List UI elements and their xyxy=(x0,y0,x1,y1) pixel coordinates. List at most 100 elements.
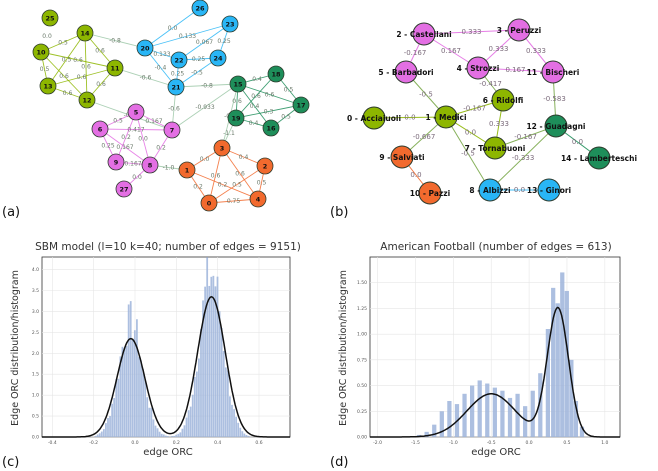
graph-b-edge-label: -0.417 xyxy=(479,80,502,88)
graph-b-edge-castellani-peruzzi xyxy=(423,29,520,35)
graph-a-node-label: 22 xyxy=(174,57,183,65)
chart-c-histogram-bar xyxy=(243,433,246,437)
graph-a-node-circle xyxy=(292,96,310,114)
graph-b-node-circle xyxy=(412,22,436,46)
chart-d-histogram-bar xyxy=(515,393,520,437)
chart-c-xlabel: edge ORC xyxy=(143,447,193,458)
panel-d-label: (d) xyxy=(330,455,348,470)
graph-a-node-label: 12 xyxy=(82,97,91,105)
chart-d-ytick-label: 1.50 xyxy=(357,280,367,286)
graph-a-node-18: 18 xyxy=(267,65,285,83)
graph-b-node-salviati: 9 - Salviati xyxy=(379,145,425,169)
graph-a-node-circle xyxy=(141,156,159,174)
graph-b-node-ginori: 13 - Ginori xyxy=(527,178,571,202)
chart-c-histogram-bar xyxy=(125,345,128,437)
chart-d-histogram-bar xyxy=(538,373,543,437)
graph-a-node-circle xyxy=(91,120,109,138)
graph-b-edge-label: -0.5 xyxy=(419,91,433,99)
graph-a-node-12: 12 xyxy=(78,91,96,109)
chart-d-xtick-label: 0.0 xyxy=(526,440,533,446)
chart-c-histogram-bar xyxy=(224,367,227,437)
graph-a-edge-14-20 xyxy=(84,32,146,49)
chart-d-histogram-bar xyxy=(530,390,535,437)
graph-a-node-label: 17 xyxy=(296,102,305,110)
graph-a-node-label: 8 xyxy=(148,162,153,170)
graph-a-edge-label: 0.6 xyxy=(59,73,69,80)
chart-d-ytick-label: 0.75 xyxy=(357,357,367,363)
chart-d-density-curve xyxy=(370,306,620,438)
graph-a-node-27: 27 xyxy=(115,180,133,198)
graph-a-edge-2-0 xyxy=(208,165,266,204)
graph-a-edge-label: 0.5 xyxy=(40,66,50,73)
graph-b-edge-label: 0.167 xyxy=(505,66,525,74)
chart-c-xtick-label: 0.4 xyxy=(214,440,221,446)
graph-a-node-label: 20 xyxy=(140,45,150,53)
graph-a-edge-3-0 xyxy=(208,147,223,204)
chart-c-histogram-bar xyxy=(148,407,151,437)
graph-a-node-label: 11 xyxy=(110,65,120,73)
graph-b-edge-guadagni-albizzi xyxy=(489,125,557,191)
chart-c-histogram-bar xyxy=(107,418,109,437)
graph-b-node-label: 9 - Salviati xyxy=(379,153,424,162)
graph-a-node-17: 17 xyxy=(292,96,310,114)
graph-a-node-5: 5 xyxy=(127,103,145,121)
graph-a-edge-15-16 xyxy=(237,83,272,129)
graph-a-node-15: 15 xyxy=(229,75,247,93)
graph-a-node-circle xyxy=(127,103,145,121)
chart-d-histogram-bar xyxy=(470,385,475,437)
graph-b-edge-label: 0.333 xyxy=(488,45,508,53)
graph-b-node-circle xyxy=(537,178,561,202)
graph-a-edge-10-11 xyxy=(40,51,116,69)
graph-b-node-peruzzi: 3 - Peruzzi xyxy=(497,18,541,42)
chart-c-histogram-bar xyxy=(198,358,200,437)
graph-a-edge-6-7 xyxy=(99,128,173,131)
chart-d-histogram-bar xyxy=(551,287,556,437)
graph-a-node-label: 16 xyxy=(266,125,276,133)
graph-b-edge-label: 0.0 xyxy=(572,138,583,146)
graph-b-node-albizzi: 8 - Albizzi xyxy=(469,178,511,202)
panel-b-label: (b) xyxy=(330,205,348,220)
chart-c-ytick-label: 3.0 xyxy=(32,309,39,315)
graph-a-node-25: 25 xyxy=(41,9,59,27)
graph-a-edge-label: 0.4 xyxy=(252,76,262,83)
chart-c-plot-area xyxy=(41,256,291,438)
chart-d-xtick-label: -2.0 xyxy=(373,440,382,446)
chart-c-density-curve xyxy=(42,295,290,438)
graph-a-node-14: 14 xyxy=(76,24,94,42)
graph-a-node-label: 24 xyxy=(213,55,223,63)
chart-c-histogram-bar xyxy=(181,428,184,437)
graph-a-node-label: 25 xyxy=(45,15,55,23)
graph-a-edge-label: 0.2 xyxy=(193,184,203,191)
chart-d-xtick-label: -1.5 xyxy=(411,440,420,446)
graph-a-edge-label: 0.5 xyxy=(62,57,72,64)
graph-a-edge-label: 0.167 xyxy=(145,118,162,125)
chart-c-histogram-bar xyxy=(121,346,124,437)
chart-c-histogram-bar xyxy=(171,435,173,437)
chart-c-histogram-bar xyxy=(102,429,105,437)
graph-b-edge-label: 0.0 xyxy=(514,186,525,194)
chart-c-histogram-bar xyxy=(140,360,142,437)
graph-a-edge-21-15 xyxy=(175,83,239,88)
chart-d-title: American Football (number of edges = 613… xyxy=(380,241,611,253)
graph-a-edge-label: 0.067 xyxy=(196,39,213,46)
chart-d-ytick-label: 0.25 xyxy=(357,409,367,415)
graph-a-edge-label: 0.6 xyxy=(235,171,245,178)
panel-a-label: (a) xyxy=(2,205,20,220)
chart-c-ytick-label: 1.5 xyxy=(32,372,39,378)
graph-a-node-9: 9 xyxy=(107,153,125,171)
chart-c-histogram-bar xyxy=(167,436,169,437)
graph-a-node-circle xyxy=(191,0,209,17)
chart-c-histogram-bar xyxy=(241,431,244,437)
graph-a-edge-label: 0.6 xyxy=(232,98,242,105)
graph-a-node-circle xyxy=(115,180,133,198)
graph-a-edge-label: 0.0 xyxy=(132,174,142,181)
chart-c-histogram-bar xyxy=(216,276,219,437)
graph-a-node-circle xyxy=(32,43,50,61)
graph-a-edge-label: 0.2 xyxy=(121,134,131,141)
chart-c-histogram-bar xyxy=(127,304,130,437)
graph-a-node-label: 1 xyxy=(185,167,190,175)
graph-a-edge-label: 0.5 xyxy=(113,118,123,125)
graph-a-node-22: 22 xyxy=(170,51,188,69)
graph-a-edge-label: 0.25 xyxy=(217,38,231,45)
